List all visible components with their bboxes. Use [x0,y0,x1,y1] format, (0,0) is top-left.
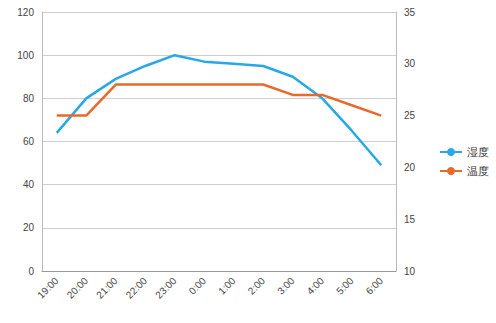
svg-text:80: 80 [23,93,35,104]
svg-text:0: 0 [28,266,34,277]
svg-text:20: 20 [404,162,416,173]
svg-text:120: 120 [17,7,34,18]
svg-text:0:00: 0:00 [187,275,209,297]
svg-text:21:00: 21:00 [94,275,120,301]
svg-text:100: 100 [17,50,34,61]
svg-text:22:00: 22:00 [124,275,150,301]
svg-text:20: 20 [23,222,35,233]
svg-text:25: 25 [404,110,416,121]
svg-text:60: 60 [23,136,35,147]
svg-text:3:00: 3:00 [275,275,297,297]
svg-text:温度: 温度 [467,165,489,177]
svg-text:10: 10 [404,266,416,277]
svg-text:23:00: 23:00 [153,275,179,301]
svg-text:19:00: 19:00 [35,275,61,301]
svg-text:2:00: 2:00 [246,275,268,297]
svg-text:5:00: 5:00 [334,275,356,297]
svg-text:湿度: 湿度 [467,146,489,158]
svg-text:30: 30 [404,58,416,69]
svg-text:40: 40 [23,179,35,190]
svg-text:1:00: 1:00 [216,275,238,297]
svg-text:6:00: 6:00 [364,275,386,297]
svg-text:20:00: 20:00 [65,275,91,301]
svg-text:35: 35 [404,7,416,18]
svg-text:4:00: 4:00 [305,275,327,297]
svg-text:15: 15 [404,214,416,225]
